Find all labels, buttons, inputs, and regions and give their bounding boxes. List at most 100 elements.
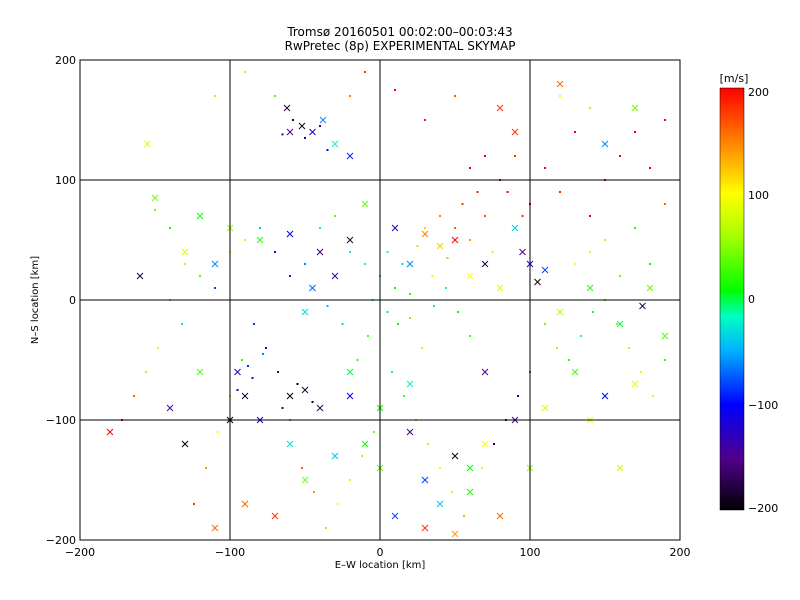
scatter-point-cross	[391, 224, 399, 232]
scatter-point-dot	[401, 263, 404, 265]
scatter-point-cross	[436, 500, 444, 508]
x-tick-label: −100	[215, 546, 245, 559]
scatter-point-cross	[316, 248, 324, 256]
scatter-point-cross	[234, 368, 241, 376]
scatter-point-cross	[451, 236, 459, 244]
scatter-point-cross	[556, 308, 564, 316]
scatter-point-dot	[386, 311, 389, 313]
scatter-point-cross	[241, 392, 249, 400]
y-axis-label: N–S location [km]	[30, 256, 41, 344]
scatter-point-dot	[574, 131, 576, 133]
colorbar-tick-label: 0	[748, 293, 755, 306]
scatter-point-cross	[481, 368, 489, 376]
scatter-point-dot	[304, 137, 306, 139]
scatter-point-cross	[286, 230, 294, 238]
scatter-point-cross	[511, 128, 519, 136]
scatter-point-dot	[349, 479, 351, 481]
scatter-point-cross	[616, 320, 624, 328]
scatter-point-cross	[346, 392, 354, 400]
scatter-point-dot	[469, 239, 471, 241]
scatter-point-dot	[409, 293, 411, 295]
scatter-point-dot	[619, 275, 621, 277]
scatter-point-dot	[386, 251, 389, 253]
scatter-point-cross	[181, 440, 189, 448]
scatter-point-cross	[361, 440, 369, 448]
scatter-point-dot	[517, 395, 519, 397]
scatter-point-dot	[446, 257, 449, 259]
scatter-point-dot	[544, 167, 546, 169]
scatter-point-cross	[106, 428, 114, 436]
scatter-point-dot	[427, 443, 429, 445]
scatter-point-dot	[364, 263, 366, 265]
scatter-points	[106, 71, 669, 538]
y-tick-labels: 200 100 0 −100 −200	[46, 54, 76, 547]
scatter-point-dot	[364, 71, 366, 73]
scatter-point-cross	[421, 230, 429, 238]
scatter-point-dot	[236, 389, 239, 391]
scatter-point-dot	[664, 203, 666, 205]
scatter-point-cross	[316, 404, 324, 412]
scatter-point-dot	[439, 467, 441, 469]
scatter-point-cross	[519, 248, 526, 256]
scatter-point-dot	[439, 215, 441, 217]
scatter-point-dot	[416, 245, 419, 247]
scatter-point-cross	[406, 428, 414, 436]
scatter-point-dot	[628, 347, 630, 349]
scatter-point-dot	[454, 95, 456, 97]
scatter-point-cross	[256, 236, 264, 244]
scatter-point-cross	[144, 140, 151, 148]
scatter-point-dot	[241, 359, 243, 361]
scatter-point-dot	[589, 215, 591, 217]
scatter-point-dot	[574, 263, 576, 265]
scatter-point-cross	[211, 260, 219, 268]
scatter-point-dot	[356, 359, 359, 361]
scatter-point-dot	[259, 227, 261, 229]
scatter-point-dot	[181, 323, 183, 325]
scatter-point-cross	[616, 464, 624, 472]
scatter-point-dot	[481, 467, 483, 469]
scatter-point-dot	[319, 227, 321, 229]
scatter-point-dot	[580, 335, 582, 337]
scatter-point-dot	[424, 227, 426, 229]
colorbar-tick-label: 200	[748, 86, 769, 99]
scatter-point-cross	[331, 140, 339, 148]
scatter-point-cross	[541, 404, 549, 412]
scatter-point-cross	[166, 404, 174, 412]
scatter-point-dot	[154, 209, 156, 211]
scatter-point-cross	[451, 530, 459, 538]
scatter-point-dot	[326, 149, 329, 151]
scatter-point-dot	[476, 191, 479, 193]
scatter-point-dot	[433, 305, 435, 307]
scatter-point-dot	[544, 323, 546, 325]
scatter-point-dot	[431, 275, 434, 277]
scatter-point-dot	[199, 275, 201, 277]
scatter-point-cross	[646, 284, 654, 292]
scatter-point-dot	[349, 95, 351, 97]
x-tick-label: 200	[670, 546, 691, 559]
scatter-point-dot	[589, 251, 591, 253]
scatter-point-dot	[133, 395, 135, 397]
scatter-point-cross	[283, 104, 291, 112]
scatter-point-dot	[296, 383, 299, 385]
scatter-point-dot	[664, 119, 666, 121]
scatter-point-dot	[493, 443, 495, 445]
scatter-point-cross	[639, 302, 646, 310]
scatter-point-cross	[346, 152, 354, 160]
scatter-point-cross	[421, 524, 429, 532]
scatter-point-dot	[592, 311, 594, 313]
scatter-point-cross	[496, 512, 504, 520]
scatter-point-dot	[244, 71, 246, 73]
y-tick-label: 100	[55, 174, 76, 187]
scatter-point-dot	[568, 359, 570, 361]
scatter-point-cross	[421, 476, 429, 484]
scatter-point-dot	[559, 191, 561, 193]
scatter-point-dot	[349, 251, 351, 253]
scatter-point-dot	[217, 431, 219, 433]
scatter-point-dot	[281, 407, 284, 409]
scatter-point-dot	[461, 203, 464, 205]
scatter-point-dot	[484, 215, 486, 217]
colorbar-tick-label: −200	[748, 502, 778, 515]
scatter-point-dot	[334, 215, 336, 217]
x-tick-label: −200	[65, 546, 95, 559]
scatter-point-cross	[319, 116, 327, 124]
